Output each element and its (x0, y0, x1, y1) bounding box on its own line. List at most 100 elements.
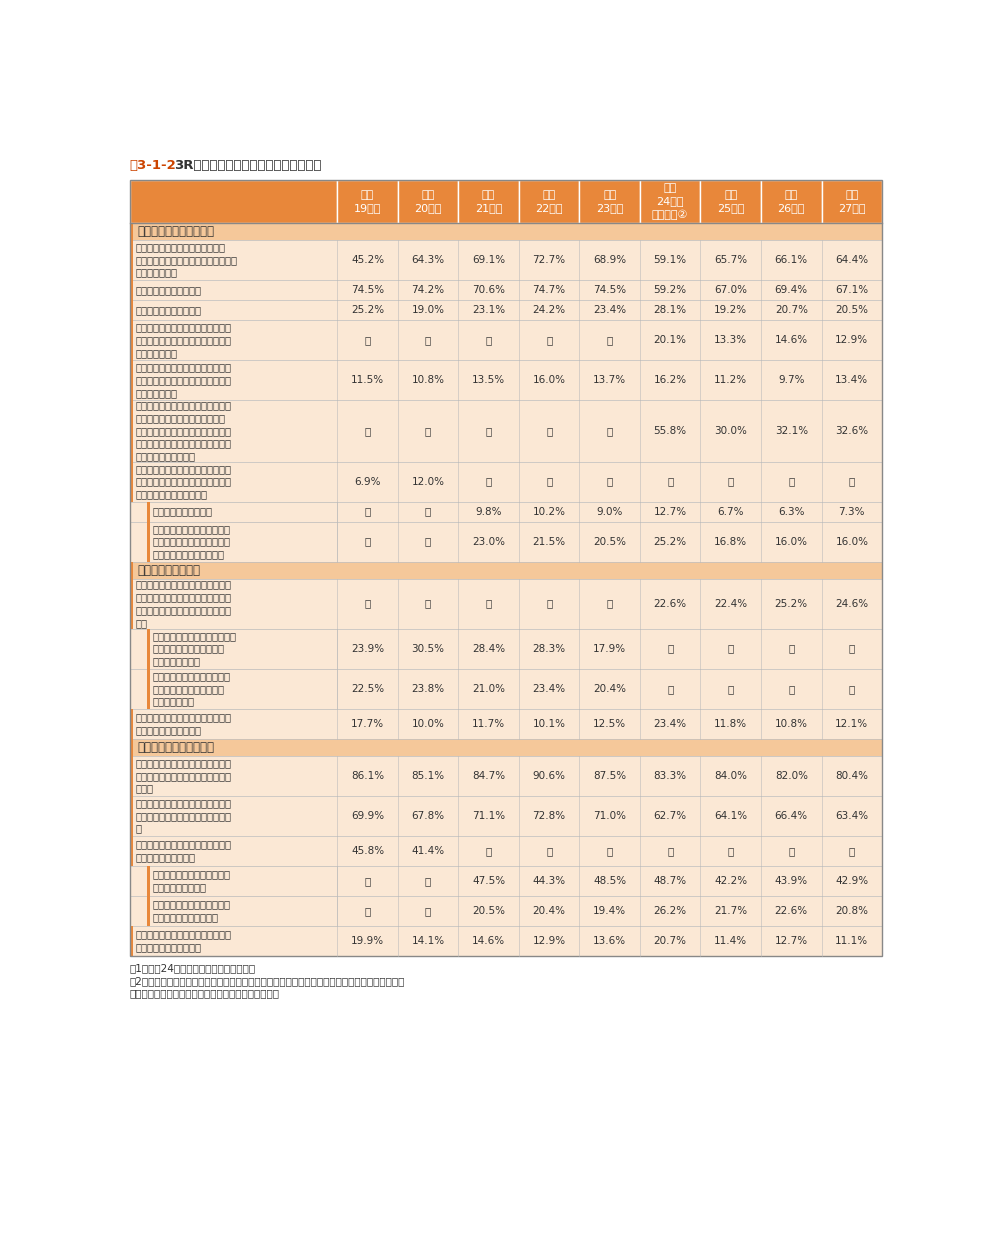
Text: 84.0%: 84.0% (714, 771, 746, 781)
Bar (129, 462, 881, 501)
Text: 3Rに関する主要な具体的行動例の変化: 3Rに関する主要な具体的行動例の変化 (175, 159, 321, 172)
Text: －: － (606, 477, 612, 486)
Text: －: － (606, 846, 612, 856)
Text: 10.2%: 10.2% (532, 506, 565, 516)
Text: 使い捨て製品を買わない: 使い捨て製品を買わない (136, 305, 201, 315)
Bar (129, 400, 133, 462)
Text: 24.6%: 24.6% (834, 598, 868, 608)
Bar (129, 738, 133, 756)
Text: マイ箸を携帯して割り箸をもらわな
いようにしたり、使い捨て型食器類
を使わないようにしている: マイ箸を携帯して割り箸をもらわな いようにしたり、使い捨て型食器類 を使わないよ… (136, 464, 232, 499)
Text: －: － (425, 906, 431, 916)
Text: 64.1%: 64.1% (714, 810, 746, 820)
Text: 23.1%: 23.1% (471, 305, 505, 315)
Bar (129, 462, 133, 501)
Text: －: － (545, 477, 552, 486)
Text: 12.7%: 12.7% (653, 506, 686, 516)
Bar (129, 501, 881, 521)
Bar (129, 756, 881, 795)
Text: 25.2%: 25.2% (653, 536, 686, 546)
Bar (147, 629, 337, 669)
Text: 86.1%: 86.1% (351, 771, 384, 781)
Text: 32.6%: 32.6% (834, 426, 868, 436)
Text: 13.3%: 13.3% (714, 335, 746, 345)
Text: －: － (667, 846, 672, 856)
Bar (147, 501, 150, 521)
Text: 7.3%: 7.3% (838, 506, 864, 516)
Text: －: － (788, 684, 794, 694)
Text: 74.7%: 74.7% (532, 285, 565, 295)
Text: 55.8%: 55.8% (653, 426, 686, 436)
Text: 6.3%: 6.3% (777, 506, 804, 516)
Text: 12.9%: 12.9% (834, 335, 868, 345)
Bar (129, 180, 881, 956)
Text: 41.4%: 41.4% (411, 846, 444, 856)
Text: 12.7%: 12.7% (774, 936, 807, 946)
Text: スーパーのトレイや携帯電話等、店
頭回収に協力している: スーパーのトレイや携帯電話等、店 頭回収に協力している (136, 839, 232, 862)
Text: －: － (667, 684, 672, 694)
Text: リサイクルしやすいように、資源ご
みとして回収される瓶等は洗ってい
る: リサイクルしやすいように、資源ご みとして回収される瓶等は洗ってい る (136, 798, 232, 834)
Text: 携帯電話等の小型電子機器の
店頭回収に協力している: 携帯電話等の小型電子機器の 店頭回収に協力している (152, 900, 230, 922)
Bar (129, 629, 881, 669)
Bar (129, 562, 881, 578)
Text: 45.8%: 45.8% (351, 846, 384, 856)
Bar (129, 279, 133, 300)
Text: 64.3%: 64.3% (411, 254, 444, 264)
Text: 28.4%: 28.4% (471, 644, 505, 654)
Text: －: － (425, 506, 431, 516)
Text: 10.8%: 10.8% (774, 719, 807, 728)
Bar (639, 180, 700, 223)
Bar (129, 320, 133, 360)
Bar (397, 180, 458, 223)
Text: 11.2%: 11.2% (714, 375, 746, 385)
Bar (129, 795, 133, 835)
Bar (129, 709, 133, 738)
Bar (129, 562, 133, 578)
Text: －: － (667, 644, 672, 654)
Text: 14.6%: 14.6% (471, 936, 505, 946)
Text: 22.6%: 22.6% (653, 598, 686, 608)
Text: 26.2%: 26.2% (653, 906, 686, 916)
Text: 12.0%: 12.0% (411, 477, 444, 486)
Text: －: － (727, 846, 734, 856)
Text: 23.4%: 23.4% (653, 719, 686, 728)
Text: 69.1%: 69.1% (471, 254, 505, 264)
Text: 中古品を扱う店やバザーやフ
リーマーケットで売買する
ようにしている: 中古品を扱う店やバザーやフ リーマーケットで売買する ようにしている (152, 671, 230, 706)
Bar (129, 866, 881, 896)
Text: 28.3%: 28.3% (532, 644, 565, 654)
Text: －: － (364, 906, 371, 916)
Text: 20.4%: 20.4% (593, 684, 625, 694)
Text: 25.2%: 25.2% (351, 305, 384, 315)
Bar (129, 795, 881, 835)
Text: 72.8%: 72.8% (532, 810, 565, 820)
Text: 42.9%: 42.9% (834, 876, 868, 886)
Text: －: － (485, 335, 491, 345)
Text: 71.0%: 71.0% (593, 810, 625, 820)
Text: 16.2%: 16.2% (653, 375, 686, 385)
Text: 19.2%: 19.2% (714, 305, 746, 315)
Text: 平成
21年度: 平成 21年度 (474, 190, 502, 213)
Text: 23.0%: 23.0% (471, 536, 505, 546)
Text: 83.3%: 83.3% (653, 771, 686, 781)
Text: 67.0%: 67.0% (714, 285, 746, 295)
Text: －: － (485, 426, 491, 436)
Text: ペットボトル等の使い捨て型
飲料容器や、使い捨て食器類
を使わないようにしている: ペットボトル等の使い捨て型 飲料容器や、使い捨て食器類 を使わないようにしている (152, 524, 230, 560)
Bar (129, 738, 881, 756)
Text: 平成
26年度: 平成 26年度 (777, 190, 805, 213)
Text: トレイや牛乳パック等の店頭
回収に協力している: トレイや牛乳パック等の店頭 回収に協力している (152, 870, 230, 892)
Text: 21.7%: 21.7% (714, 906, 746, 916)
Bar (147, 866, 337, 896)
Bar (129, 360, 133, 400)
Bar (760, 180, 820, 223)
Text: －: － (606, 335, 612, 345)
Bar (129, 400, 881, 462)
Bar (129, 926, 133, 956)
Bar (147, 521, 337, 562)
Text: －: － (788, 644, 794, 654)
Text: 84.7%: 84.7% (471, 771, 505, 781)
Bar (129, 360, 881, 400)
Text: －: － (545, 598, 552, 608)
Text: 10.1%: 10.1% (532, 719, 565, 728)
Text: 59.1%: 59.1% (653, 254, 686, 264)
Text: －: － (606, 598, 612, 608)
Text: －: － (667, 477, 672, 486)
